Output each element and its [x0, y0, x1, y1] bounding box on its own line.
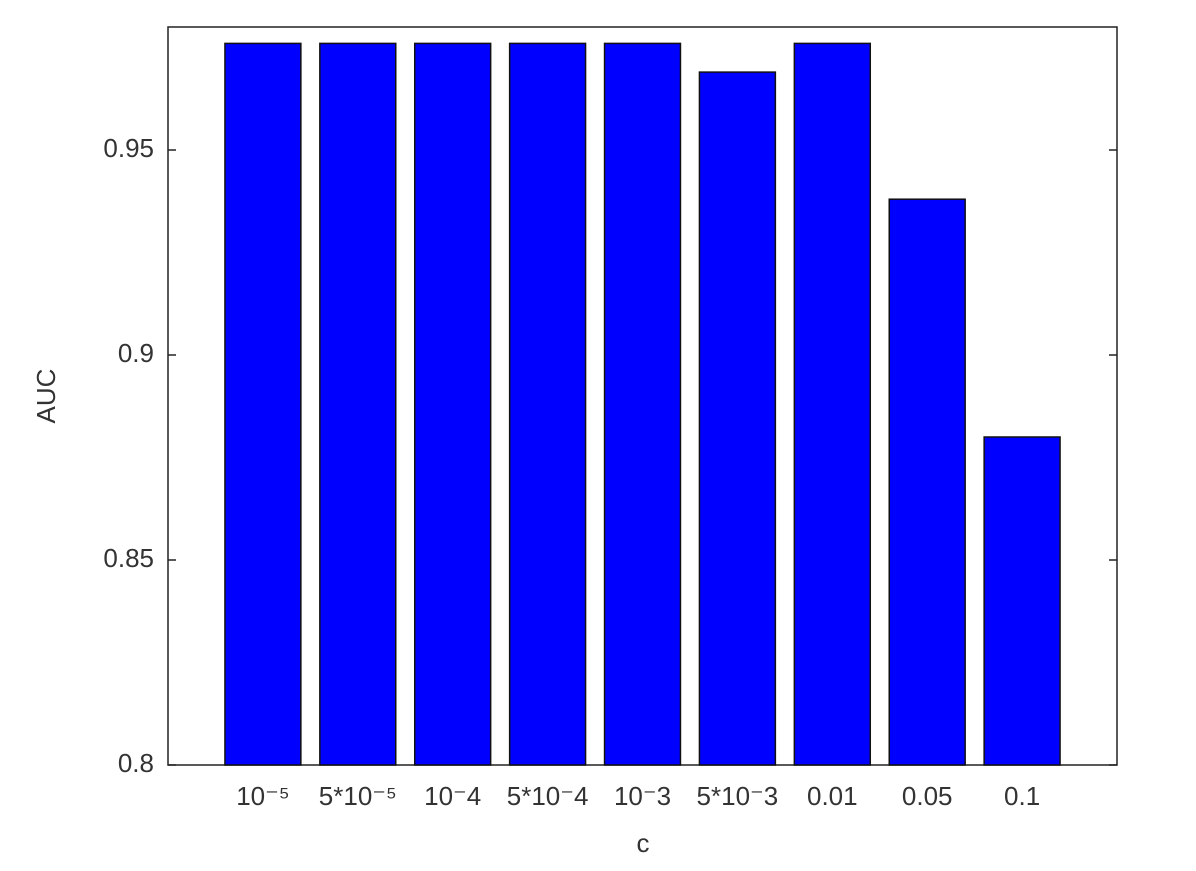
- x-tick-label: 5*10⁻3: [697, 781, 779, 811]
- bar: [224, 42, 302, 766]
- bar: [793, 42, 872, 766]
- x-tick-label: 0.01: [807, 781, 858, 811]
- bar: [698, 71, 777, 766]
- x-tick-label: 10⁻3: [614, 781, 671, 811]
- x-axis-label: c: [637, 828, 650, 858]
- y-tick-label: 0.95: [103, 133, 154, 163]
- x-tick-label: 10⁻⁵: [236, 781, 289, 811]
- bar: [603, 42, 682, 766]
- y-tick-label: 0.9: [118, 338, 154, 368]
- bar: [319, 42, 397, 766]
- bar: [888, 198, 966, 766]
- x-tick-label: 0.05: [902, 781, 953, 811]
- y-axis-label: AUC: [31, 369, 61, 424]
- y-tick-label: 0.8: [118, 748, 154, 778]
- x-tick-label: 5*10⁻4: [507, 781, 589, 811]
- x-tick-label: 0.1: [1004, 781, 1040, 811]
- y-tick-label: 0.85: [103, 543, 154, 573]
- bar: [508, 42, 587, 766]
- bar: [983, 436, 1061, 766]
- bar: [413, 42, 492, 766]
- x-tick-label: 5*10⁻⁵: [319, 781, 397, 811]
- x-tick-label: 10⁻4: [424, 781, 481, 811]
